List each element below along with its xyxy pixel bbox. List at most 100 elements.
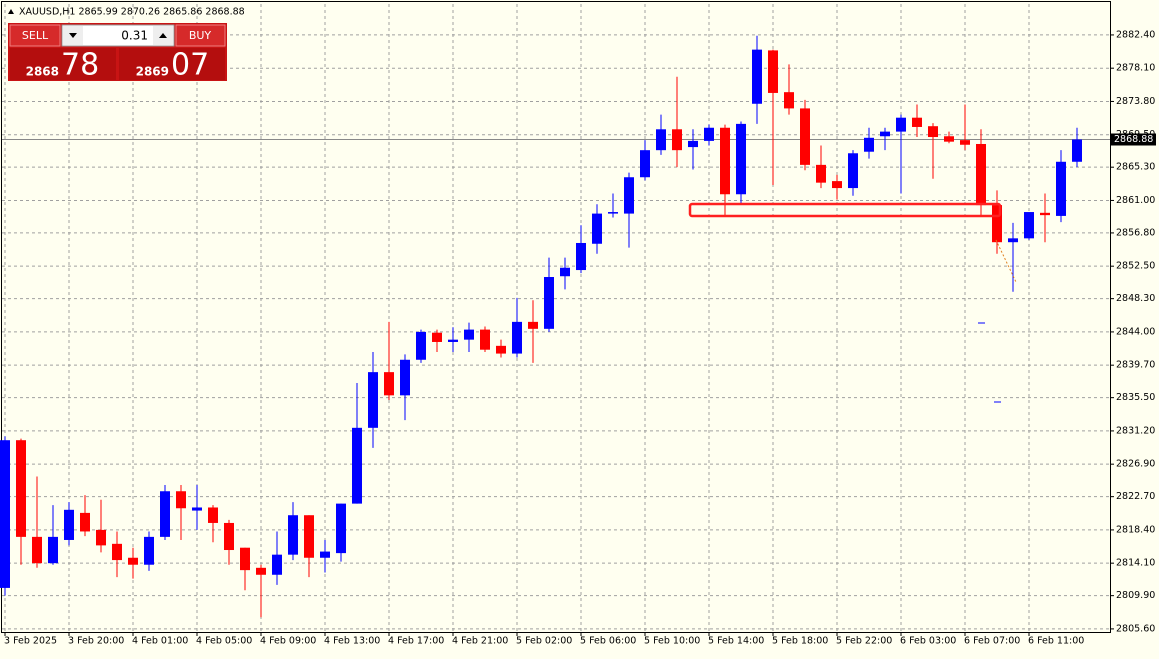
candle-body	[272, 554, 282, 575]
candle-body	[16, 440, 26, 537]
candle-body	[64, 509, 74, 540]
y-tick-label: 2861.00	[1116, 195, 1155, 206]
candle-body	[736, 123, 746, 195]
candle-body	[288, 515, 298, 555]
candle-body	[528, 321, 538, 329]
candle-body	[720, 127, 730, 195]
x-tick-label: 5 Feb 02:00	[516, 636, 572, 647]
volume-box[interactable]	[61, 24, 175, 47]
x-tick-label: 3 Feb 2025	[4, 636, 57, 647]
candle-body	[992, 205, 1002, 243]
candle-body	[224, 522, 234, 551]
candle-body	[640, 150, 650, 178]
y-tick-label: 2826.90	[1116, 459, 1155, 470]
x-tick-label: 4 Feb 13:00	[324, 636, 380, 647]
candle-body	[176, 491, 186, 509]
y-tick-label: 2878.10	[1116, 63, 1155, 74]
candle-body	[336, 503, 346, 554]
x-tick-label: 6 Feb 03:00	[900, 636, 956, 647]
buy-label[interactable]: BUY	[189, 29, 212, 42]
y-tick-label: 2873.80	[1116, 96, 1155, 107]
y-tick-label: 2822.70	[1116, 491, 1155, 502]
sell-price-box[interactable]	[10, 48, 116, 80]
sell-price-small: 2868	[26, 65, 59, 79]
candle-body	[864, 137, 874, 152]
candle-body	[0, 440, 10, 588]
x-tick-label: 5 Feb 22:00	[836, 636, 892, 647]
candle-body	[192, 507, 202, 511]
volume-value[interactable]: 0.31	[121, 29, 148, 43]
candle-body	[1024, 212, 1034, 239]
candle-body	[144, 536, 154, 565]
buy-price-box[interactable]	[119, 48, 225, 80]
trade-panel: SELL 0.31 BUY 2868 78 2869 07	[8, 23, 227, 83]
x-tick-label: 5 Feb 06:00	[580, 636, 636, 647]
x-tick-label: 5 Feb 18:00	[772, 636, 828, 647]
candle-body	[688, 140, 698, 148]
x-tick-label: 4 Feb 21:00	[452, 636, 508, 647]
candle-body	[416, 331, 426, 360]
sell-price-big: 78	[61, 48, 99, 83]
y-tick-label: 2831.20	[1116, 425, 1155, 436]
y-tick-label: 2814.10	[1116, 558, 1155, 569]
candle-body	[496, 345, 506, 354]
y-tick-label: 2852.50	[1116, 261, 1155, 272]
x-tick-label: 4 Feb 05:00	[196, 636, 252, 647]
candle-body	[960, 140, 970, 145]
x-tick-label: 4 Feb 17:00	[388, 636, 444, 647]
x-tick-label: 6 Feb 07:00	[964, 636, 1020, 647]
buy-price-small: 2869	[136, 65, 169, 79]
sell-button[interactable]	[9, 24, 61, 47]
x-tick-label: 5 Feb 14:00	[708, 636, 764, 647]
candle-body	[832, 181, 842, 189]
candle-body	[368, 372, 378, 428]
last-price-box	[1111, 133, 1156, 146]
candle-body	[576, 242, 586, 271]
candle-body	[320, 551, 330, 558]
candle-body	[208, 507, 218, 523]
buy-price-big: 07	[171, 48, 209, 83]
y-tick-label: 2818.40	[1116, 524, 1155, 535]
candle-body	[768, 50, 778, 93]
x-tick-label: 6 Feb 11:00	[1028, 636, 1084, 647]
candle-body	[944, 136, 954, 142]
y-tick-label: 2809.90	[1116, 590, 1155, 601]
down-arrow	[69, 33, 77, 38]
x-tick-label: 4 Feb 01:00	[132, 636, 188, 647]
candle-body	[32, 536, 42, 564]
chart-title: XAUUSD,H1 2865.99 2870.26 2865.86 2868.8…	[19, 7, 245, 18]
candle-body	[544, 277, 554, 329]
y-tick-label: 2839.70	[1116, 360, 1155, 371]
x-tick-label: 3 Feb 20:00	[68, 636, 124, 647]
candle-body	[656, 129, 666, 151]
last-price-label: 2868.88	[1114, 134, 1153, 145]
candle-body	[560, 267, 570, 277]
candle-body	[112, 543, 122, 561]
candle-body	[1008, 238, 1018, 243]
candle-body	[896, 117, 906, 132]
candle-body	[1040, 212, 1050, 216]
candle-body	[928, 126, 938, 138]
candle-body	[704, 127, 714, 141]
y-tick-label: 2865.30	[1116, 162, 1155, 173]
symbol-icon	[8, 9, 14, 14]
up-arrow	[159, 33, 167, 38]
candle-body	[816, 164, 826, 183]
candle-body	[384, 372, 394, 396]
y-tick-label: 2848.30	[1116, 293, 1155, 304]
candle-body	[784, 92, 794, 109]
y-tick-label: 2844.00	[1116, 326, 1155, 337]
x-tick-label: 5 Feb 10:00	[644, 636, 700, 647]
candle-body	[48, 536, 58, 564]
candle-body	[256, 567, 266, 575]
candle-body	[432, 332, 442, 342]
buy-button[interactable]	[175, 24, 226, 47]
candle-body	[96, 529, 106, 546]
candle-body	[912, 117, 922, 127]
sell-label[interactable]: SELL	[22, 29, 49, 42]
x-tick-label: 4 Feb 09:00	[260, 636, 316, 647]
candle-body	[624, 177, 634, 214]
candle-body	[800, 108, 810, 165]
candle-body	[752, 49, 762, 104]
candle-body	[672, 129, 682, 151]
